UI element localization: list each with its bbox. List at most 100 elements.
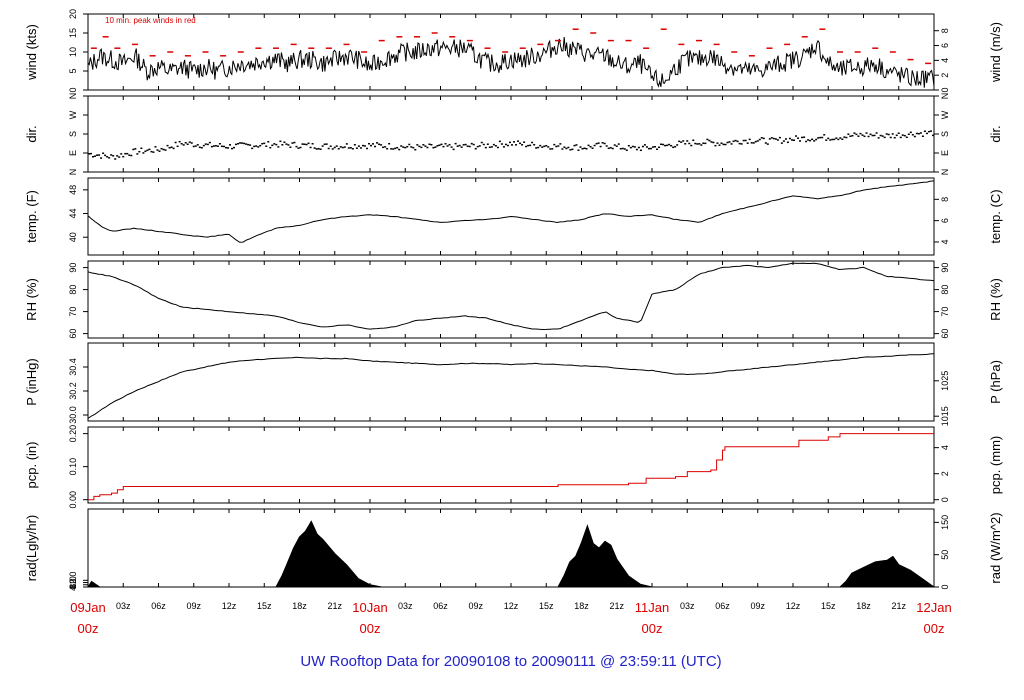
series-dir-0-dot — [98, 154, 101, 156]
series-dir-0-dot — [204, 143, 207, 145]
x-tick-label: 18z — [856, 601, 871, 611]
series-dir-0-dot — [929, 130, 932, 132]
series-dir-0-dot — [553, 143, 556, 146]
series-dir-0-dot — [833, 138, 836, 141]
series-dir-0-dot — [623, 148, 626, 150]
right-tick-label: 80 — [940, 285, 950, 295]
series-dir-0-dot — [734, 139, 737, 142]
series-dir-0-dot — [450, 146, 453, 148]
series-dir-0-dot — [851, 134, 854, 137]
series-dir-0-dot — [569, 149, 572, 151]
day-label-date: 12Jan — [916, 600, 951, 615]
series-dir-0-dot — [875, 132, 878, 134]
series-dir-0-dot — [784, 138, 787, 140]
series-dir-0-dot — [565, 147, 568, 150]
series-dir-0-dot — [533, 144, 536, 146]
day-label-hour: 00z — [78, 621, 99, 636]
series-dir-0-dot — [311, 143, 314, 145]
left-tick-label: 20 — [68, 9, 78, 19]
right-tick-label: 2 — [940, 471, 950, 476]
series-dir-0-dot — [829, 139, 832, 141]
series-dir-0-dot — [593, 144, 596, 147]
series-dir-0-dot — [837, 138, 840, 141]
series-dir-0-dot — [279, 140, 282, 143]
series-dir-0-dot — [239, 142, 242, 144]
left-tick-label: E — [68, 150, 78, 156]
left-axis-label: dir. — [24, 125, 39, 142]
series-dir-0-dot — [466, 145, 469, 147]
series-dir-0-dot — [146, 149, 149, 152]
series-dir-0-dot — [545, 144, 548, 147]
day-label-date: 11Jan — [635, 600, 669, 615]
series-dir-0-dot — [339, 146, 342, 148]
series-dir-0-dot — [331, 148, 334, 150]
panel-note: 10 min. peak winds in red — [105, 16, 196, 25]
series-dir-0-dot — [799, 140, 802, 142]
right-tick-label: 50 — [940, 550, 950, 560]
series-dir-0-dot — [716, 142, 719, 144]
series-dir-0-dot — [313, 147, 316, 149]
right-tick-label: 1015 — [940, 406, 950, 426]
series-dir-0-dot — [269, 146, 272, 149]
series-dir-0-dot — [821, 136, 824, 139]
right-tick-label: 6 — [940, 218, 950, 223]
series-dir-0-dot — [654, 145, 657, 148]
series-dir-0-dot — [905, 136, 908, 139]
chart-title: UW Rooftop Data for 20090108 to 20090111… — [300, 653, 721, 670]
series-wind-0 — [87, 36, 935, 88]
right-tick-label: S — [940, 131, 950, 137]
series-dir-0-dot — [722, 143, 725, 146]
panel-frame — [87, 95, 935, 173]
series-dir-0-dot — [118, 156, 121, 158]
series-dir-0-dot — [464, 143, 467, 146]
series-dir-0-dot — [827, 137, 830, 140]
series-dir-0-dot — [422, 143, 425, 146]
series-dir-0-dot — [168, 147, 171, 149]
series-dir-0-dot — [192, 145, 195, 148]
right-axis-label: rad (W/m^2) — [988, 512, 1003, 583]
series-dir-0-dot — [589, 145, 592, 148]
series-rh-0 — [87, 262, 935, 331]
series-dir-0-dot — [883, 136, 886, 139]
series-dir-0-dot — [793, 139, 795, 141]
series-dir-0-dot — [587, 144, 590, 147]
series-dir-0-dot — [120, 153, 123, 155]
series-dir-0-dot — [180, 142, 183, 145]
left-axis-label: rad(Lgly/hr) — [24, 515, 39, 581]
right-axis-label: temp. (C) — [988, 189, 1003, 243]
x-tick-label: 03z — [680, 601, 695, 611]
series-dir-0-dot — [424, 145, 427, 147]
series-dir-0-dot — [845, 136, 848, 139]
series-dir-0-dot — [267, 141, 270, 143]
series-dir-0-dot — [496, 146, 499, 149]
series-dir-0-dot — [714, 144, 717, 147]
right-tick-label: 4 — [940, 239, 950, 244]
left-tick-label: 70 — [68, 307, 78, 317]
series-dir-0-dot — [523, 141, 526, 143]
left-axis-label: RH (%) — [24, 278, 39, 321]
series-dir-0-dot — [670, 144, 673, 147]
series-dir-0-dot — [889, 136, 892, 139]
series-dir-0-dot — [835, 137, 838, 139]
series-dir-0-dot — [200, 146, 203, 149]
series-dir-0-dot — [762, 137, 765, 140]
left-tick-label: 15 — [68, 28, 78, 38]
series-dir-0-dot — [704, 142, 707, 145]
series-dir-0-dot — [486, 143, 489, 145]
series-dir-0-dot — [315, 148, 318, 150]
series-dir-0-dot — [412, 146, 415, 149]
series-dir-0-dot — [428, 143, 431, 146]
left-tick-label: 30.0 — [68, 406, 78, 424]
right-tick-label: 4 — [940, 445, 950, 450]
series-dir-0-dot — [170, 146, 173, 148]
series-dir-0-dot — [575, 144, 578, 146]
series-dir-0-dot — [915, 132, 918, 135]
series-dir-0-dot — [482, 143, 485, 146]
series-dir-0-dot — [408, 143, 411, 146]
left-tick-label: 80 — [68, 285, 78, 295]
series-dir-0-dot — [212, 145, 215, 147]
series-dir-0-dot — [160, 147, 163, 150]
series-dir-0-dot — [353, 144, 356, 146]
series-dir-0-dot — [106, 156, 109, 158]
